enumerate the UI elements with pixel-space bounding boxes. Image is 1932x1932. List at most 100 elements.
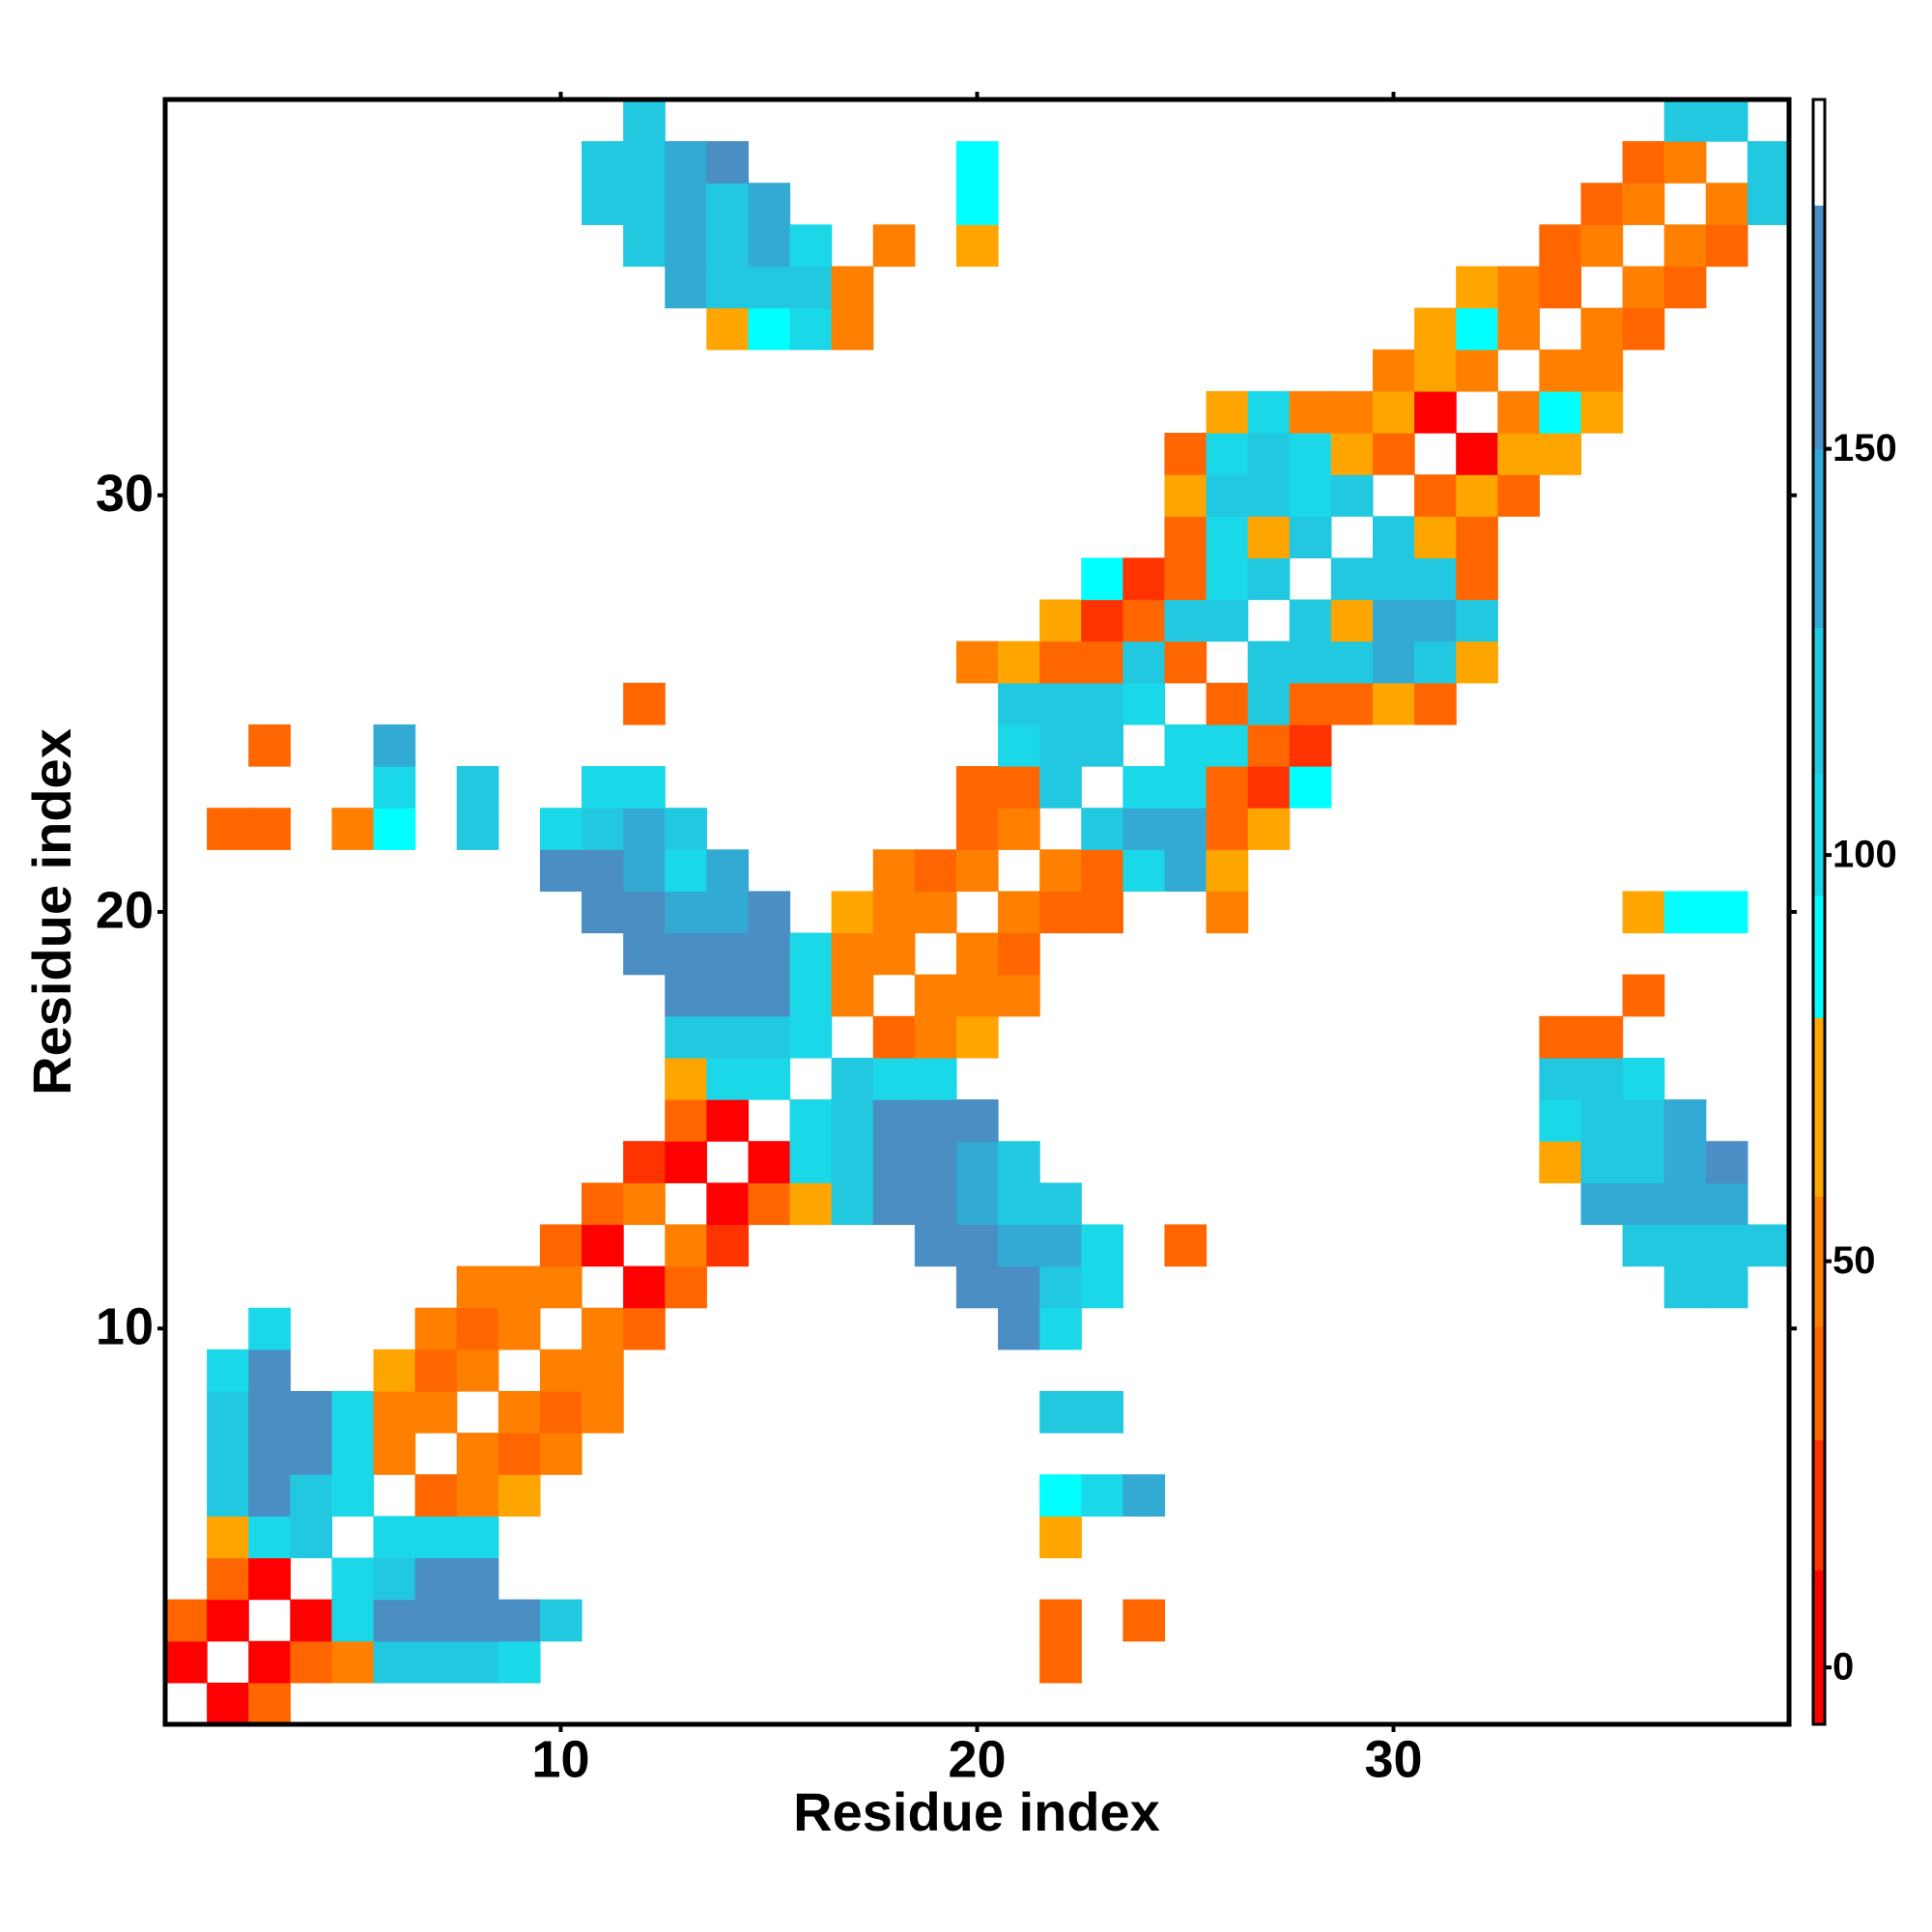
heatmap-cell bbox=[831, 1057, 874, 1100]
heatmap-cell bbox=[665, 891, 707, 934]
heatmap-cell bbox=[1289, 640, 1332, 684]
heatmap-cell bbox=[1705, 891, 1748, 934]
heatmap-cell bbox=[1081, 891, 1123, 934]
heatmap-cell bbox=[539, 849, 582, 893]
heatmap-cell bbox=[1497, 307, 1540, 351]
colorbar-segment bbox=[1813, 1017, 1825, 1197]
heatmap-cell bbox=[789, 1099, 833, 1142]
heatmap-cell bbox=[456, 1640, 499, 1684]
heatmap-cell bbox=[789, 224, 833, 268]
heatmap-cell bbox=[1122, 808, 1166, 850]
heatmap-cell bbox=[1330, 557, 1374, 601]
heatmap-cell bbox=[1289, 474, 1332, 517]
heatmap-cell bbox=[665, 1015, 707, 1059]
heatmap-cell bbox=[955, 1141, 999, 1183]
heatmap-cell bbox=[665, 183, 707, 225]
heatmap-cell bbox=[831, 266, 874, 309]
heatmap-cell bbox=[955, 141, 999, 184]
heatmap-cell bbox=[872, 1182, 916, 1226]
heatmap-cell bbox=[748, 1015, 791, 1059]
heatmap-cell bbox=[582, 183, 624, 225]
colorbar-segment bbox=[1813, 448, 1825, 629]
heatmap-cell bbox=[497, 1474, 541, 1517]
heatmap-cell bbox=[290, 1433, 333, 1475]
heatmap-cell bbox=[1330, 433, 1374, 475]
heatmap-cell bbox=[1580, 183, 1624, 225]
heatmap-cell bbox=[1663, 1141, 1707, 1183]
heatmap-cell bbox=[1663, 1182, 1707, 1226]
heatmap-cell bbox=[955, 1182, 999, 1226]
heatmap-cell bbox=[998, 891, 1040, 934]
heatmap-cell bbox=[665, 224, 707, 268]
heatmap-cell bbox=[1372, 682, 1415, 725]
heatmap-cell bbox=[1372, 640, 1415, 684]
heatmap-cell bbox=[207, 1599, 249, 1642]
heatmap-cell bbox=[1206, 557, 1249, 601]
heatmap-cell bbox=[456, 808, 499, 850]
heatmap-cell bbox=[831, 1141, 874, 1183]
heatmap-cell bbox=[582, 1307, 624, 1350]
heatmap-cell bbox=[414, 1640, 458, 1684]
heatmap-cell bbox=[1456, 349, 1498, 392]
heatmap-cell bbox=[1705, 183, 1748, 225]
heatmap-cell bbox=[1039, 724, 1082, 767]
heatmap-cell bbox=[1539, 349, 1582, 392]
heatmap-cell bbox=[207, 1516, 249, 1559]
heatmap-cell bbox=[1164, 433, 1208, 475]
heatmap-cell bbox=[789, 1182, 833, 1226]
heatmap-cell bbox=[582, 1224, 624, 1267]
x-tick-label: 20 bbox=[948, 1730, 1006, 1788]
heatmap-cell bbox=[1247, 516, 1291, 559]
colorbar-tick-label: 50 bbox=[1833, 1239, 1876, 1282]
heatmap-cell bbox=[623, 99, 666, 142]
heatmap-cell bbox=[373, 1557, 416, 1601]
heatmap-cell bbox=[955, 183, 999, 225]
heatmap-cell bbox=[373, 1640, 416, 1684]
heatmap-cell bbox=[1039, 1224, 1082, 1267]
heatmap-cell bbox=[1414, 682, 1457, 725]
heatmap-cell bbox=[1164, 808, 1208, 850]
heatmap-cell bbox=[165, 1599, 208, 1642]
heatmap-cell bbox=[623, 141, 666, 184]
heatmap-cell bbox=[207, 1474, 249, 1517]
y-tick-label: 30 bbox=[96, 465, 154, 523]
heatmap-cell bbox=[1289, 390, 1332, 434]
heatmap-cell bbox=[872, 1057, 916, 1100]
heatmap-cell bbox=[1747, 1224, 1790, 1267]
heatmap-cell bbox=[831, 307, 874, 351]
heatmap-cell bbox=[1580, 224, 1624, 268]
heatmap-cell bbox=[582, 1349, 624, 1392]
heatmap-cell bbox=[290, 1640, 333, 1684]
heatmap-cell bbox=[706, 183, 750, 225]
heatmap-cell bbox=[1039, 849, 1082, 893]
heatmap-cell bbox=[248, 1307, 291, 1350]
heatmap-cell bbox=[623, 849, 666, 893]
heatmap-cell bbox=[998, 974, 1040, 1017]
heatmap-cell bbox=[1414, 349, 1457, 392]
heatmap-cell bbox=[623, 682, 666, 725]
colorbar-segment bbox=[1813, 1196, 1825, 1327]
colorbar-tick-label: 0 bbox=[1833, 1646, 1854, 1689]
heatmap-cell bbox=[1580, 1057, 1624, 1100]
heatmap-cell bbox=[497, 1265, 541, 1309]
heatmap-cell bbox=[998, 1307, 1040, 1350]
heatmap-cell bbox=[248, 1474, 291, 1517]
heatmap-cell bbox=[539, 1349, 582, 1392]
heatmap-cell bbox=[1539, 390, 1582, 434]
heatmap-cell bbox=[1456, 640, 1498, 684]
heatmap-cell bbox=[1039, 1474, 1082, 1517]
heatmap-cell bbox=[373, 1390, 416, 1434]
heatmap-cell bbox=[1289, 516, 1332, 559]
heatmap-cell bbox=[872, 891, 916, 934]
heatmap-cell bbox=[1580, 390, 1624, 434]
heatmap-cell bbox=[1039, 891, 1082, 934]
heatmap-cell bbox=[1164, 516, 1208, 559]
heatmap-cell bbox=[1456, 599, 1498, 642]
heatmap-cell bbox=[1039, 599, 1082, 642]
heatmap-cell bbox=[623, 808, 666, 850]
heatmap-cell bbox=[1456, 516, 1498, 559]
heatmap-cell bbox=[1580, 1099, 1624, 1142]
heatmap-cell bbox=[207, 1349, 249, 1392]
heatmap-cell bbox=[914, 1057, 957, 1100]
heatmap-cell bbox=[665, 1099, 707, 1142]
